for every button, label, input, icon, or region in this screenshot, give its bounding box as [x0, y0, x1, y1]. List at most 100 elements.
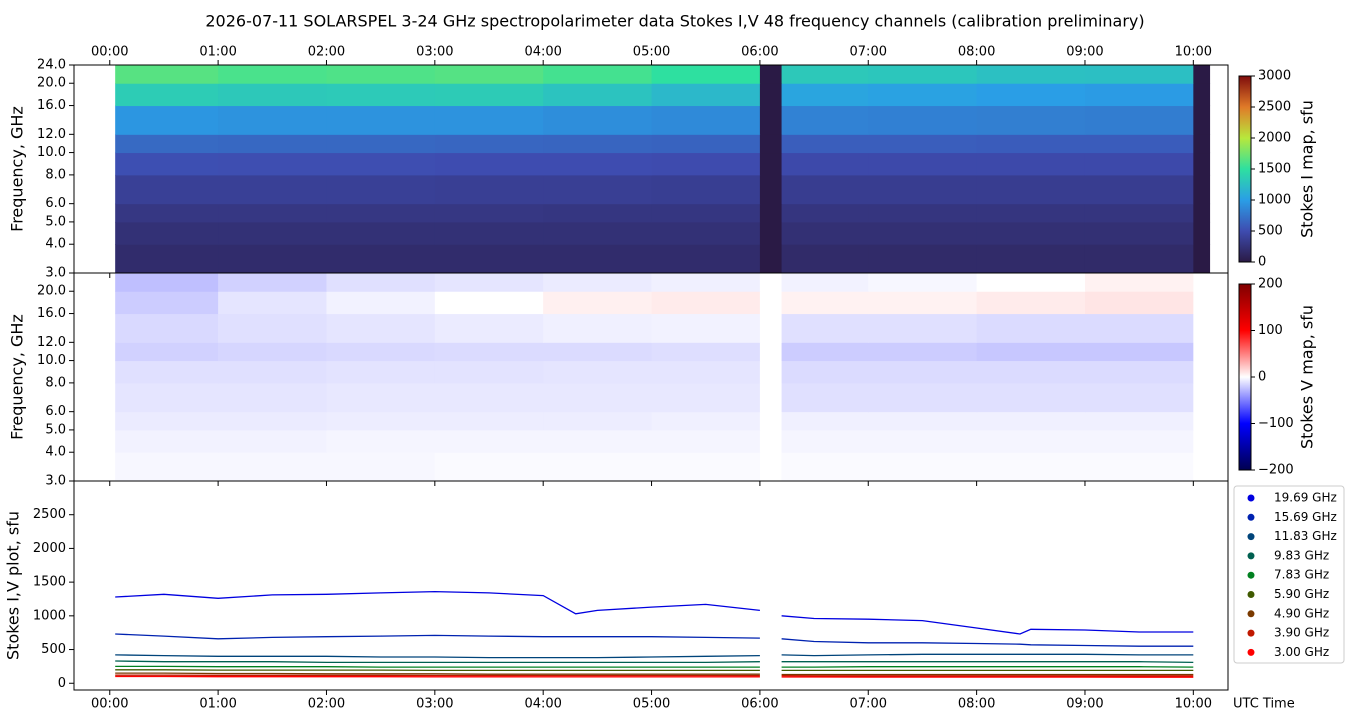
- heatmap-cell: [218, 452, 327, 482]
- x-tick-label: 00:00: [91, 45, 128, 60]
- heatmap-cell: [781, 429, 869, 453]
- legend-marker: [1247, 629, 1255, 637]
- x-axis-label: UTC Time: [1233, 697, 1295, 712]
- heatmap-cell: [651, 221, 761, 245]
- heatmap-cell: [976, 174, 1086, 205]
- heatmap-cell: [218, 313, 327, 343]
- heatmap-cell: [543, 360, 653, 384]
- y-tick-label: 12.0: [37, 335, 66, 350]
- heatmap-cell: [543, 273, 653, 292]
- heatmap-cell: [651, 382, 761, 413]
- heatmap-cell: [781, 105, 869, 135]
- colorbar-tick-label: 100: [1258, 323, 1283, 338]
- heatmap-cell: [218, 83, 327, 107]
- heatmap-cell: [759, 382, 783, 413]
- heatmap-cell: [781, 360, 869, 384]
- heatmap-cell: [218, 203, 327, 223]
- heatmap-cell: [115, 221, 219, 245]
- heatmap-cell: [781, 342, 869, 362]
- heatmap-cell: [218, 174, 327, 205]
- heatmap-cell: [1084, 273, 1194, 292]
- heatmap-cell: [326, 411, 436, 431]
- heatmap-cell: [651, 244, 761, 274]
- heatmap-cell: [781, 291, 869, 315]
- heatmap-cell: [326, 313, 436, 343]
- heatmap-cell: [434, 429, 544, 453]
- heatmap-cell: [976, 244, 1086, 274]
- heatmap-cell: [868, 203, 978, 223]
- series-line: [115, 660, 1194, 664]
- heatmap-cell: [218, 360, 327, 384]
- heatmap-cell: [434, 65, 544, 84]
- heatmap-cell: [781, 244, 869, 274]
- x-tick-label: 00:00: [91, 697, 128, 712]
- x-tick-label: 01:00: [199, 697, 236, 712]
- colorbar-tick-label: 2500: [1258, 100, 1291, 115]
- legend-box: [1233, 485, 1345, 664]
- series-line: [115, 672, 1194, 676]
- heatmap-cell: [651, 411, 761, 431]
- heatmap-cell: [976, 429, 1086, 453]
- legend-label: 5.90 GHz: [1274, 587, 1329, 601]
- heatmap-cell: [115, 174, 219, 205]
- heatmap-cell: [1084, 105, 1194, 135]
- y-tick-label: 1000: [33, 608, 66, 623]
- heatmap-cell: [326, 152, 436, 176]
- heatmap-cell: [115, 152, 219, 176]
- heatmap-cell: [326, 244, 436, 274]
- x-tick-label: 02:00: [308, 697, 345, 712]
- heatmap-cell: [543, 452, 653, 482]
- heatmap-cell: [218, 411, 327, 431]
- heatmap-cell: [115, 105, 219, 135]
- y-tick-label: 500: [41, 642, 66, 657]
- heatmap-cell: [651, 134, 761, 154]
- heatmap-cell: [868, 174, 978, 205]
- heatmap-cell: [1193, 221, 1211, 245]
- heatmap-cell: [1193, 313, 1211, 343]
- y-tick-label: 20.0: [37, 76, 66, 91]
- heatmap-cell: [434, 105, 544, 135]
- colorbar: [1238, 283, 1252, 471]
- heatmap-cell: [115, 382, 219, 413]
- heatmap-cell: [543, 83, 653, 107]
- heatmap-cell: [115, 203, 219, 223]
- y-tick-label: 0: [58, 676, 66, 691]
- heatmap-cell: [651, 313, 761, 343]
- heatmap-cell: [781, 382, 869, 413]
- heatmap-cell: [651, 342, 761, 362]
- heatmap-cell: [434, 134, 544, 154]
- heatmap-cell: [1193, 174, 1211, 205]
- heatmap-cell: [543, 313, 653, 343]
- y-axis-label: Stokes I,V plot, sfu: [4, 511, 23, 660]
- y-tick-label: 5.0: [45, 422, 66, 437]
- heatmap-cell: [218, 273, 327, 292]
- heatmap-cell: [976, 273, 1086, 292]
- legend-label: 4.90 GHz: [1274, 606, 1329, 620]
- heatmap-cell: [976, 203, 1086, 223]
- heatmap-cell: [218, 244, 327, 274]
- y-tick-label: 5.0: [45, 214, 66, 229]
- colorbar-tick-label: 200: [1258, 277, 1283, 292]
- legend-marker: [1247, 571, 1255, 579]
- heatmap-cell: [1193, 360, 1211, 384]
- heatmap-cell: [1193, 429, 1211, 453]
- heatmap-cell: [781, 203, 869, 223]
- heatmap-cell: [218, 429, 327, 453]
- heatmap-cell: [326, 273, 436, 292]
- heatmap-cell: [115, 65, 219, 84]
- heatmap-cell: [868, 134, 978, 154]
- x-tick-label: 04:00: [524, 697, 561, 712]
- heatmap-cell: [434, 244, 544, 274]
- heatmap-cell: [759, 244, 783, 274]
- heatmap-cell: [326, 429, 436, 453]
- heatmap-cell: [115, 411, 219, 431]
- heatmap-cell: [1193, 291, 1211, 315]
- heatmap-cell: [1084, 411, 1194, 431]
- heatmap-cell: [434, 203, 544, 223]
- heatmap-cell: [218, 105, 327, 135]
- series-line: [115, 653, 1194, 659]
- y-tick-label: 12.0: [37, 127, 66, 142]
- heatmap-cell: [868, 429, 978, 453]
- heatmap-cell: [218, 221, 327, 245]
- heatmap-cell: [976, 382, 1086, 413]
